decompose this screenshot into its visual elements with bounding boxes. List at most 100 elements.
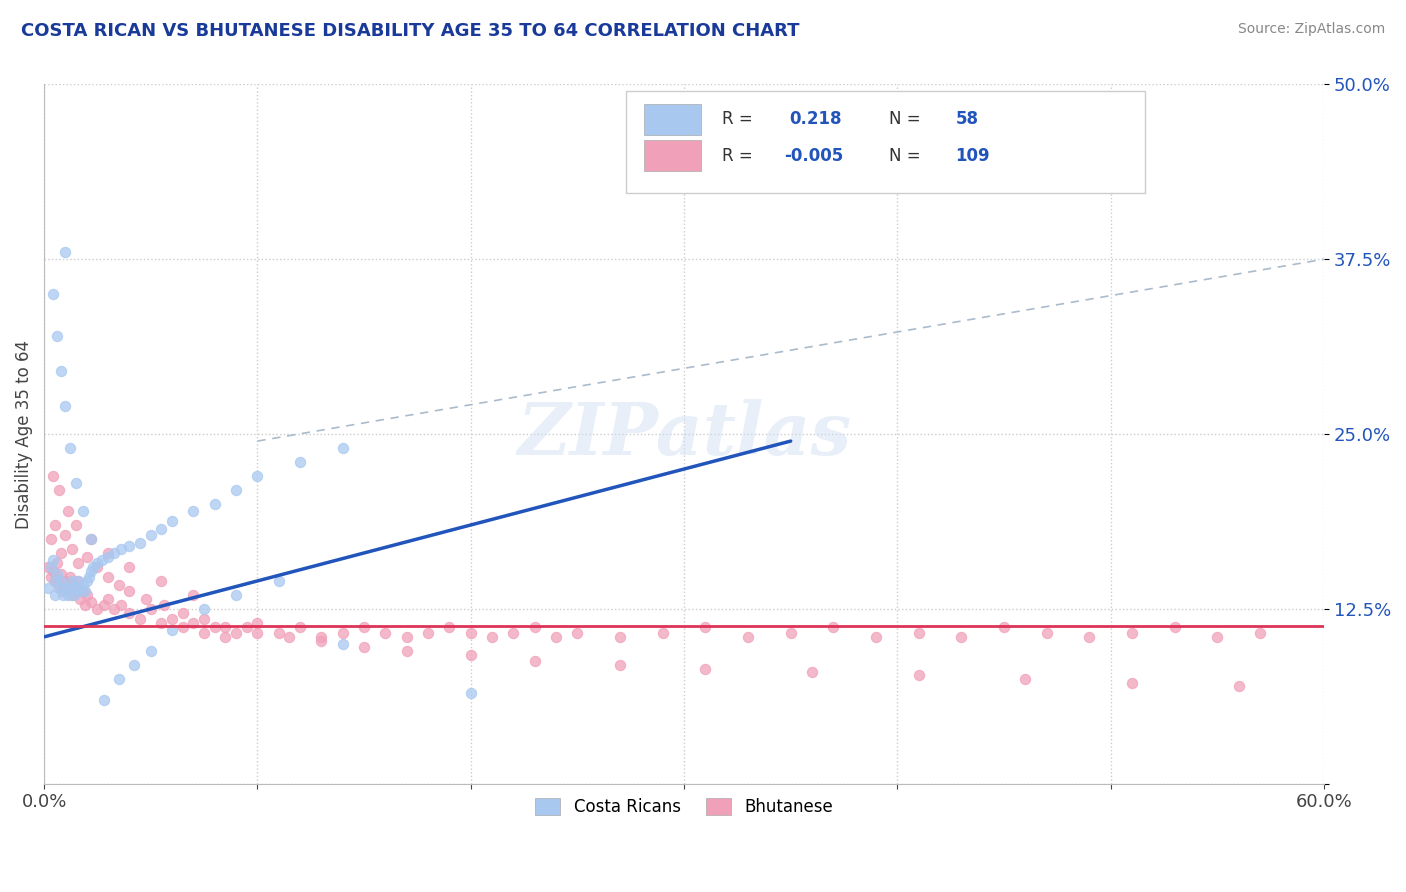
Point — [502, 625, 524, 640]
Point — [1206, 630, 1229, 644]
Point — [544, 630, 567, 644]
Point — [45, 566, 67, 581]
Point — [460, 648, 482, 662]
Legend: Costa Ricans, Bhutanese: Costa Ricans, Bhutanese — [527, 789, 841, 824]
Point — [55, 245, 77, 260]
Point — [65, 581, 87, 595]
Point — [193, 625, 215, 640]
Point — [69, 583, 91, 598]
Point — [1078, 630, 1101, 644]
Point — [150, 574, 173, 588]
Point — [44, 574, 66, 588]
Point — [129, 612, 152, 626]
Point — [172, 606, 194, 620]
Point — [1163, 620, 1185, 634]
Point — [52, 583, 75, 598]
Point — [311, 634, 333, 648]
Point — [183, 615, 205, 630]
Point — [737, 630, 759, 644]
Point — [51, 574, 73, 588]
Point — [67, 574, 90, 588]
Point — [225, 588, 247, 602]
Point — [160, 514, 183, 528]
Point — [107, 672, 129, 686]
Text: 0.218: 0.218 — [789, 111, 841, 128]
Text: R =: R = — [723, 147, 754, 165]
Text: ZIPatlas: ZIPatlas — [517, 399, 851, 469]
Point — [235, 620, 257, 634]
Point — [695, 662, 717, 676]
Text: Source: ZipAtlas.com: Source: ZipAtlas.com — [1237, 22, 1385, 37]
Point — [332, 441, 354, 455]
Point — [59, 570, 82, 584]
Point — [86, 556, 108, 570]
Point — [172, 620, 194, 634]
Point — [523, 620, 546, 634]
Point — [183, 588, 205, 602]
Point — [97, 550, 120, 565]
Point — [204, 620, 226, 634]
Point — [55, 528, 77, 542]
Point — [353, 640, 375, 654]
Point — [63, 588, 86, 602]
Point — [41, 553, 63, 567]
Point — [907, 625, 929, 640]
Point — [288, 620, 311, 634]
Point — [44, 588, 66, 602]
Point — [150, 522, 173, 536]
Point — [129, 536, 152, 550]
Point — [374, 625, 396, 640]
Point — [1035, 625, 1057, 640]
Point — [118, 583, 141, 598]
Point — [193, 602, 215, 616]
Point — [48, 581, 70, 595]
Point — [567, 625, 589, 640]
Point — [107, 578, 129, 592]
Point — [481, 630, 503, 644]
Text: R =: R = — [723, 111, 754, 128]
Text: N =: N = — [889, 111, 921, 128]
Point — [609, 630, 631, 644]
Point — [103, 546, 125, 560]
FancyBboxPatch shape — [644, 140, 700, 171]
Point — [695, 620, 717, 634]
Point — [160, 612, 183, 626]
Text: 109: 109 — [955, 147, 990, 165]
Point — [225, 625, 247, 640]
Point — [51, 364, 73, 378]
Point — [103, 602, 125, 616]
FancyBboxPatch shape — [627, 92, 1144, 193]
Point — [395, 630, 418, 644]
Point — [65, 476, 87, 491]
Point — [48, 483, 70, 497]
Point — [60, 588, 83, 602]
Point — [460, 625, 482, 640]
Point — [183, 504, 205, 518]
Point — [801, 665, 824, 679]
Point — [93, 693, 115, 707]
Point — [69, 592, 91, 607]
Point — [73, 598, 96, 612]
Point — [93, 598, 115, 612]
FancyBboxPatch shape — [644, 104, 700, 135]
Point — [63, 578, 86, 592]
Point — [118, 606, 141, 620]
Point — [1249, 625, 1271, 640]
Point — [76, 574, 98, 588]
Point — [122, 657, 145, 672]
Point — [72, 583, 94, 598]
Point — [246, 469, 269, 483]
Point — [55, 574, 77, 588]
Point — [246, 625, 269, 640]
Point — [214, 630, 236, 644]
Point — [353, 620, 375, 634]
Point — [139, 644, 162, 658]
Point — [225, 483, 247, 497]
Point — [1121, 625, 1143, 640]
Point — [41, 564, 63, 578]
Point — [395, 644, 418, 658]
Point — [214, 620, 236, 634]
Point — [1227, 679, 1250, 693]
Point — [86, 602, 108, 616]
Point — [59, 441, 82, 455]
